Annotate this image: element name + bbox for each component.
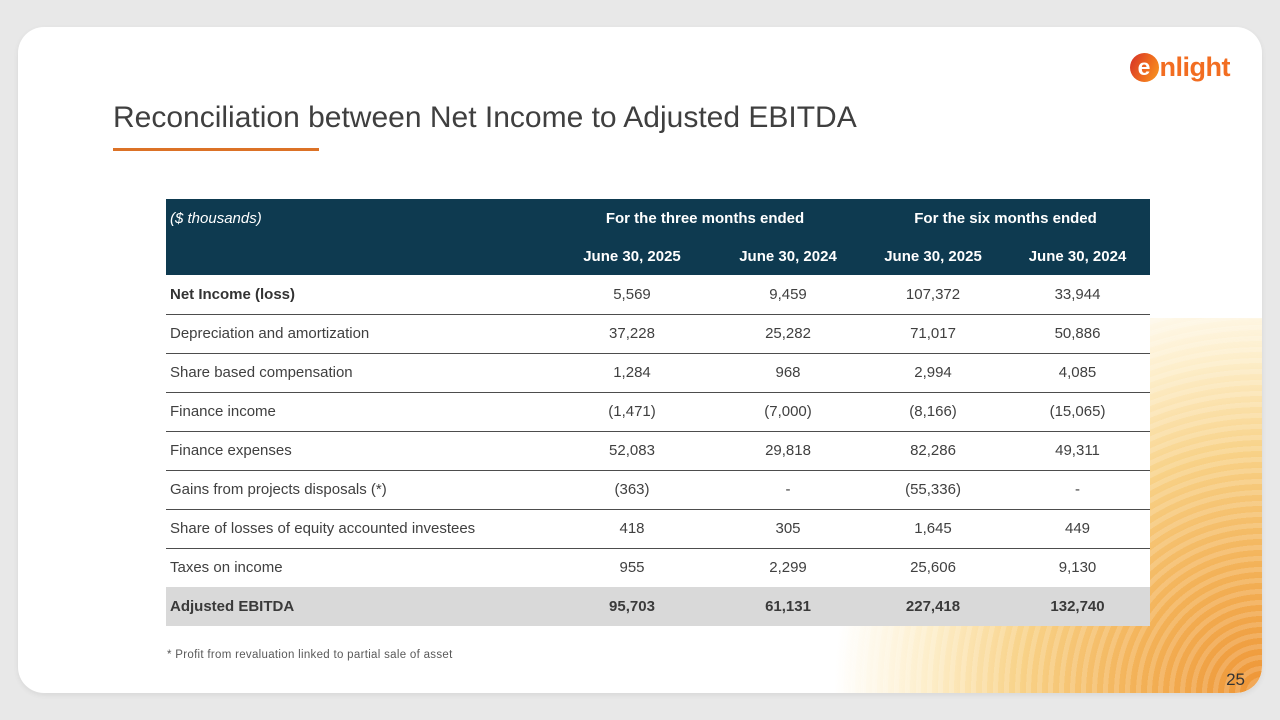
table-row-gains-disposals: Gains from projects disposals (*) (363) …	[166, 470, 1151, 510]
enlight-logo: e nlight	[1129, 52, 1231, 83]
page-number: 25	[1226, 670, 1245, 689]
group-header-six-months: For the six months ended	[861, 199, 1151, 237]
col-header-h-2024: June 30, 2024	[1005, 237, 1151, 275]
unit-label: ($ thousands)	[166, 199, 549, 237]
logo-e-icon: e	[1129, 53, 1159, 82]
table-date-header-row: June 30, 2025 June 30, 2024 June 30, 202…	[166, 237, 1151, 275]
table-body: Net Income (loss) 5,569 9,459 107,372 33…	[166, 275, 1151, 626]
table-row-net-income: Net Income (loss) 5,569 9,459 107,372 33…	[166, 275, 1151, 315]
slide-card: e nlight Reconciliation between Net Inco…	[18, 27, 1262, 693]
table-row-adjusted-ebitda: Adjusted EBITDA 95,703 61,131 227,418 13…	[166, 587, 1151, 626]
footnote: * Profit from revaluation linked to part…	[167, 649, 453, 661]
table-row-share-based-comp: Share based compensation 1,284 968 2,994…	[166, 353, 1151, 393]
logo-wordmark: nlight	[1159, 52, 1231, 82]
page-title: Reconciliation between Net Income to Adj…	[113, 101, 857, 134]
table-row-finance-expenses: Finance expenses 52,083 29,818 82,286 49…	[166, 431, 1151, 471]
table-group-header-row: ($ thousands) For the three months ended…	[166, 199, 1151, 237]
group-header-three-months: For the three months ended	[549, 199, 862, 237]
table-row-finance-income: Finance income (1,471) (7,000) (8,166) (…	[166, 392, 1151, 432]
reconciliation-table: ($ thousands) For the three months ended…	[166, 199, 1151, 626]
table-row-depreciation: Depreciation and amortization 37,228 25,…	[166, 314, 1151, 354]
title-underline	[113, 148, 319, 151]
empty-header-cell	[166, 237, 549, 275]
table-header: ($ thousands) For the three months ended…	[166, 199, 1151, 275]
col-header-q-2024: June 30, 2024	[715, 237, 862, 275]
table-row-equity-investees: Share of losses of equity accounted inve…	[166, 509, 1151, 549]
col-header-q-2025: June 30, 2025	[549, 237, 715, 275]
col-header-h-2025: June 30, 2025	[861, 237, 1006, 275]
table-row-taxes: Taxes on income 955 2,299 25,606 9,130	[166, 548, 1151, 587]
